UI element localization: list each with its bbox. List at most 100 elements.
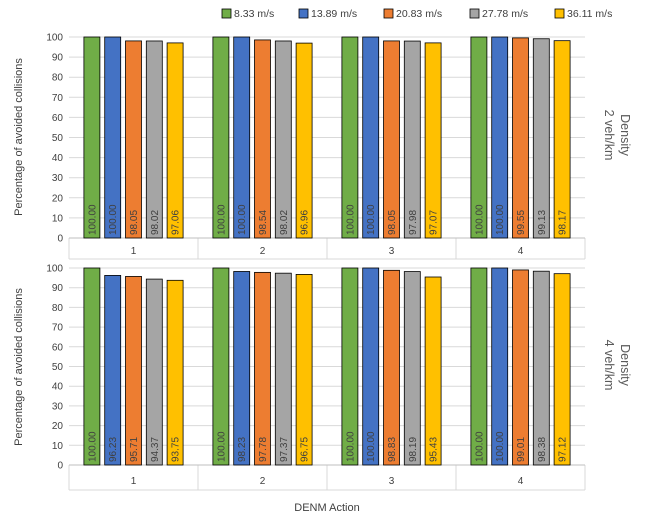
density-label: Density2 veh/km xyxy=(602,110,632,161)
bar xyxy=(341,267,359,466)
y-tick-label: 0 xyxy=(57,461,63,472)
bar-value-label: 98.02 xyxy=(279,210,290,235)
legend-label: 8.33 m/s xyxy=(234,8,274,20)
bar-value-label: 95.43 xyxy=(429,437,440,462)
bar xyxy=(125,40,142,239)
bar-value-label: 100.00 xyxy=(495,204,506,235)
bar xyxy=(233,36,251,239)
bar xyxy=(383,269,400,466)
bar-value-label: 97.98 xyxy=(408,210,419,235)
bar xyxy=(83,267,101,466)
legend-label: 20.83 m/s xyxy=(396,8,442,20)
bar xyxy=(403,40,421,239)
bar xyxy=(512,269,529,466)
bar xyxy=(424,276,442,466)
y-tick-label: 90 xyxy=(52,53,64,64)
x-axis-title: DENM Action xyxy=(294,502,359,514)
bar xyxy=(274,272,292,466)
bar-value-label: 100.00 xyxy=(237,204,248,235)
y-tick-label: 0 xyxy=(57,234,63,245)
bar xyxy=(383,40,400,239)
bar xyxy=(424,42,442,239)
bar-value-label: 97.07 xyxy=(429,210,440,235)
bar-value-label: 93.75 xyxy=(171,437,182,462)
x-tick-label: 1 xyxy=(131,246,137,257)
y-axis-title: Percentage of avoided collisions xyxy=(13,288,25,446)
bar-value-label: 98.23 xyxy=(237,437,248,462)
x-tick-label: 2 xyxy=(260,246,266,257)
y-tick-label: 50 xyxy=(52,133,64,144)
bar xyxy=(145,278,163,466)
bar-value-label: 100.00 xyxy=(495,431,506,462)
bar xyxy=(553,40,571,239)
y-tick-label: 20 xyxy=(52,193,64,204)
bar xyxy=(212,267,230,466)
y-tick-label: 40 xyxy=(52,382,64,393)
bar-value-label: 97.78 xyxy=(258,437,269,462)
bar xyxy=(491,267,509,466)
x-tick-label: 1 xyxy=(131,476,137,487)
bar xyxy=(254,39,271,239)
y-tick-label: 80 xyxy=(52,73,64,84)
bar xyxy=(553,273,571,466)
bar-value-label: 97.37 xyxy=(279,437,290,462)
bar-value-label: 100.00 xyxy=(216,431,227,462)
bar xyxy=(491,36,509,239)
bar-value-label: 100.00 xyxy=(345,431,356,462)
bar-value-label: 98.38 xyxy=(537,437,548,462)
y-tick-label: 60 xyxy=(52,342,64,353)
bar-value-label: 99.55 xyxy=(516,210,527,235)
bar-value-label: 100.00 xyxy=(366,431,377,462)
bar-value-label: 98.17 xyxy=(558,210,569,235)
bar-value-label: 94.37 xyxy=(150,437,161,462)
y-tick-label: 10 xyxy=(52,213,64,224)
bar xyxy=(254,271,271,466)
chart-panel: 0 10 20 30 40 50 60 70 80 90 100 100.00 100.00 98.05 9… xyxy=(13,33,632,260)
y-tick-label: 90 xyxy=(52,283,64,294)
bar-value-label: 100.00 xyxy=(474,204,485,235)
density-label-line: Density xyxy=(618,344,632,386)
legend-swatch xyxy=(221,8,232,19)
y-tick-label: 100 xyxy=(46,33,63,44)
density-label-line: Density xyxy=(618,114,632,156)
y-tick-label: 50 xyxy=(52,362,64,373)
bar-value-label: 100.00 xyxy=(345,204,356,235)
bar xyxy=(274,40,292,239)
legend-swatch xyxy=(383,8,394,19)
x-tick-label: 3 xyxy=(389,246,395,257)
bar xyxy=(125,276,142,466)
bar xyxy=(362,36,380,239)
y-tick-label: 70 xyxy=(52,93,64,104)
bar-value-label: 98.05 xyxy=(129,210,140,235)
y-tick-label: 10 xyxy=(52,441,64,452)
bar-value-label: 100.00 xyxy=(366,204,377,235)
legend: 8.33 m/s 13.89 m/s 20.83 m/s 27.78 m/s 36.11… xyxy=(221,8,612,20)
bar-value-label: 97.12 xyxy=(558,437,569,462)
bar-value-label: 100.00 xyxy=(216,204,227,235)
bar xyxy=(166,42,184,239)
bar-value-label: 98.19 xyxy=(408,437,419,462)
legend-label: 27.78 m/s xyxy=(482,8,528,20)
y-axis-title: Percentage of avoided collisions xyxy=(13,58,25,216)
bar-value-label: 96.75 xyxy=(300,437,311,462)
bar xyxy=(362,267,380,466)
y-tick-label: 40 xyxy=(52,153,64,164)
y-tick-label: 30 xyxy=(52,173,64,184)
bar xyxy=(145,40,163,239)
bar xyxy=(295,42,313,239)
legend-swatch xyxy=(298,8,309,19)
legend-label: 13.89 m/s xyxy=(311,8,357,20)
bar xyxy=(83,36,101,239)
bar xyxy=(403,271,421,466)
y-tick-label: 30 xyxy=(52,401,64,412)
bar xyxy=(532,38,550,239)
legend-swatch xyxy=(469,8,480,19)
density-label-line: 4 veh/km xyxy=(602,340,616,391)
bar-value-label: 100.00 xyxy=(87,431,98,462)
x-tick-label: 4 xyxy=(518,476,524,487)
bar xyxy=(295,274,313,466)
bar xyxy=(104,275,122,466)
bar-value-label: 96.23 xyxy=(108,437,119,462)
bar xyxy=(512,37,529,239)
